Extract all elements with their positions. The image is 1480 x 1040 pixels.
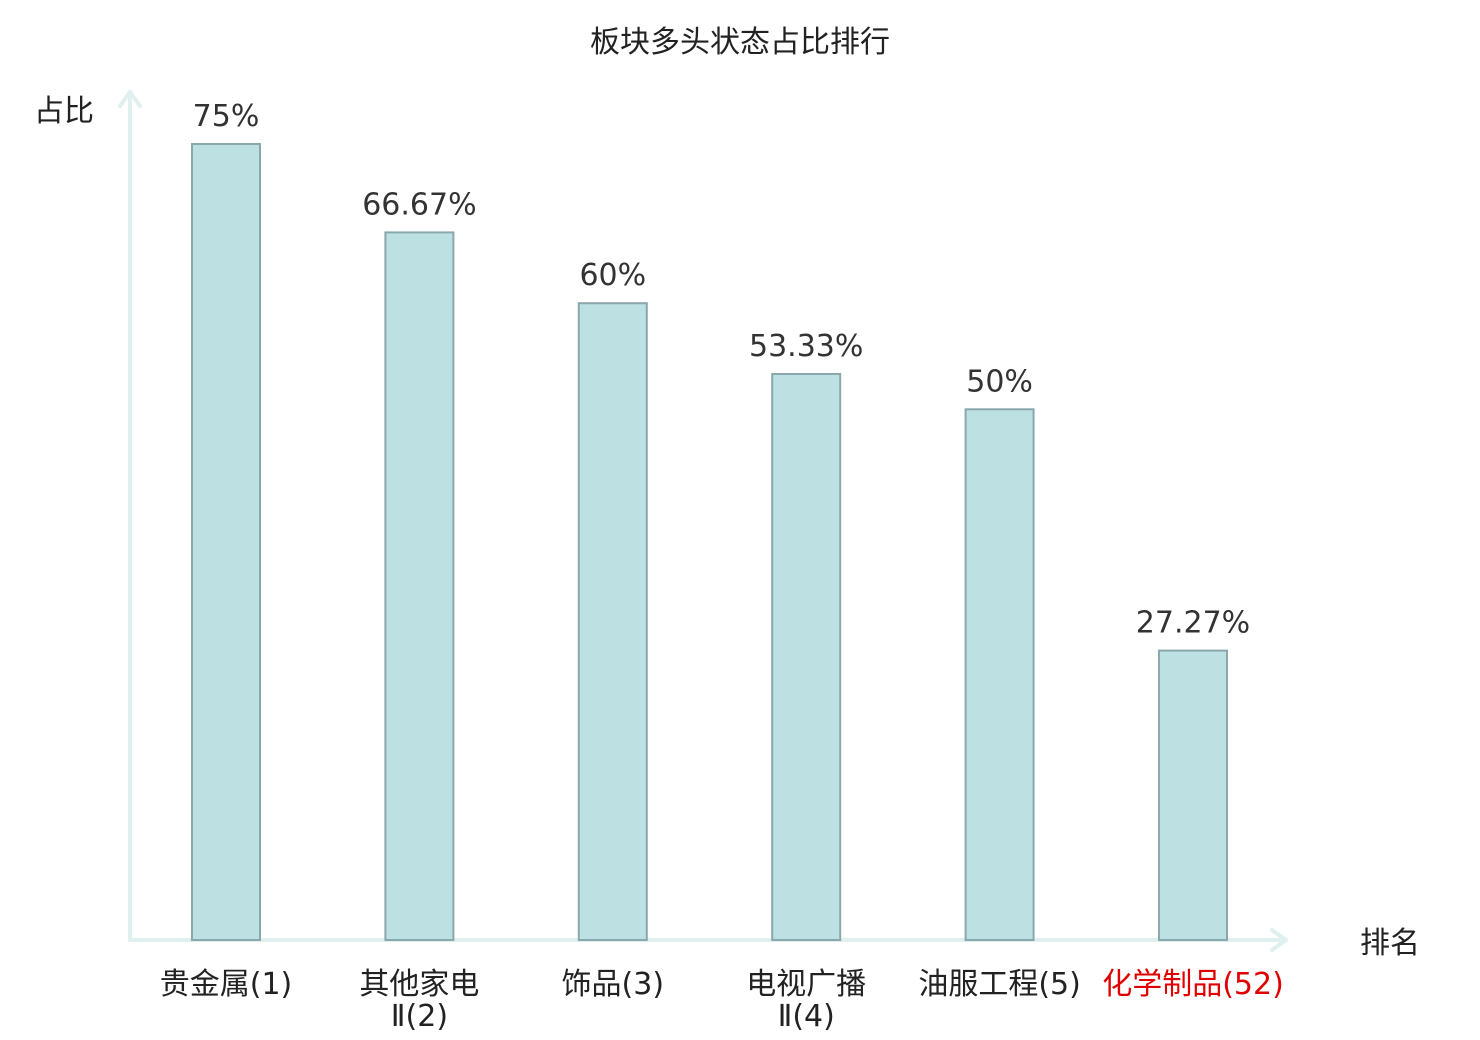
- value-label-2: 66.67%: [362, 187, 476, 222]
- value-label-3: 60%: [579, 258, 646, 293]
- category-label-2: 其他家电 Ⅱ(2): [359, 967, 479, 1034]
- category-label-1: 贵金属(1): [160, 967, 293, 1002]
- x-axis-arrow: [1270, 928, 1288, 952]
- bar-4: [771, 373, 842, 941]
- bar-2: [384, 231, 455, 941]
- category-label-5-line-1: 油服工程(5): [918, 967, 1081, 1002]
- category-label-2-line-2: Ⅱ(2): [391, 999, 448, 1034]
- category-label-5: 油服工程(5): [918, 967, 1081, 1002]
- category-label-6-line-1: 化学制品(52): [1102, 967, 1284, 1002]
- category-label-3-line-1: 饰品(3): [562, 967, 665, 1002]
- bar-6: [1158, 649, 1228, 941]
- y-axis-label: 占比: [34, 94, 94, 129]
- value-label-6: 27.27%: [1136, 606, 1250, 641]
- value-label-1: 75%: [193, 99, 260, 134]
- category-label-1-line-1: 贵金属(1): [160, 967, 293, 1002]
- category-label-4-line-1: 电视广播: [746, 967, 866, 1002]
- y-axis-arrow: [118, 90, 142, 108]
- value-label-5: 50%: [966, 364, 1033, 399]
- category-label-4: 电视广播 Ⅱ(4): [746, 967, 866, 1034]
- category-label-4-line-2: Ⅱ(4): [778, 999, 835, 1034]
- bar-5: [964, 408, 1035, 941]
- x-axis-label: 排名: [1360, 926, 1420, 961]
- category-label-2-line-1: 其他家电: [359, 967, 479, 1002]
- value-label-4: 53.33%: [749, 329, 863, 364]
- bar-1: [191, 143, 261, 941]
- bar-3: [577, 302, 648, 941]
- chart-title: 板块多头状态占比排行: [590, 25, 890, 60]
- category-label-6: 化学制品(52): [1102, 967, 1284, 1002]
- category-label-3: 饰品(3): [562, 967, 665, 1002]
